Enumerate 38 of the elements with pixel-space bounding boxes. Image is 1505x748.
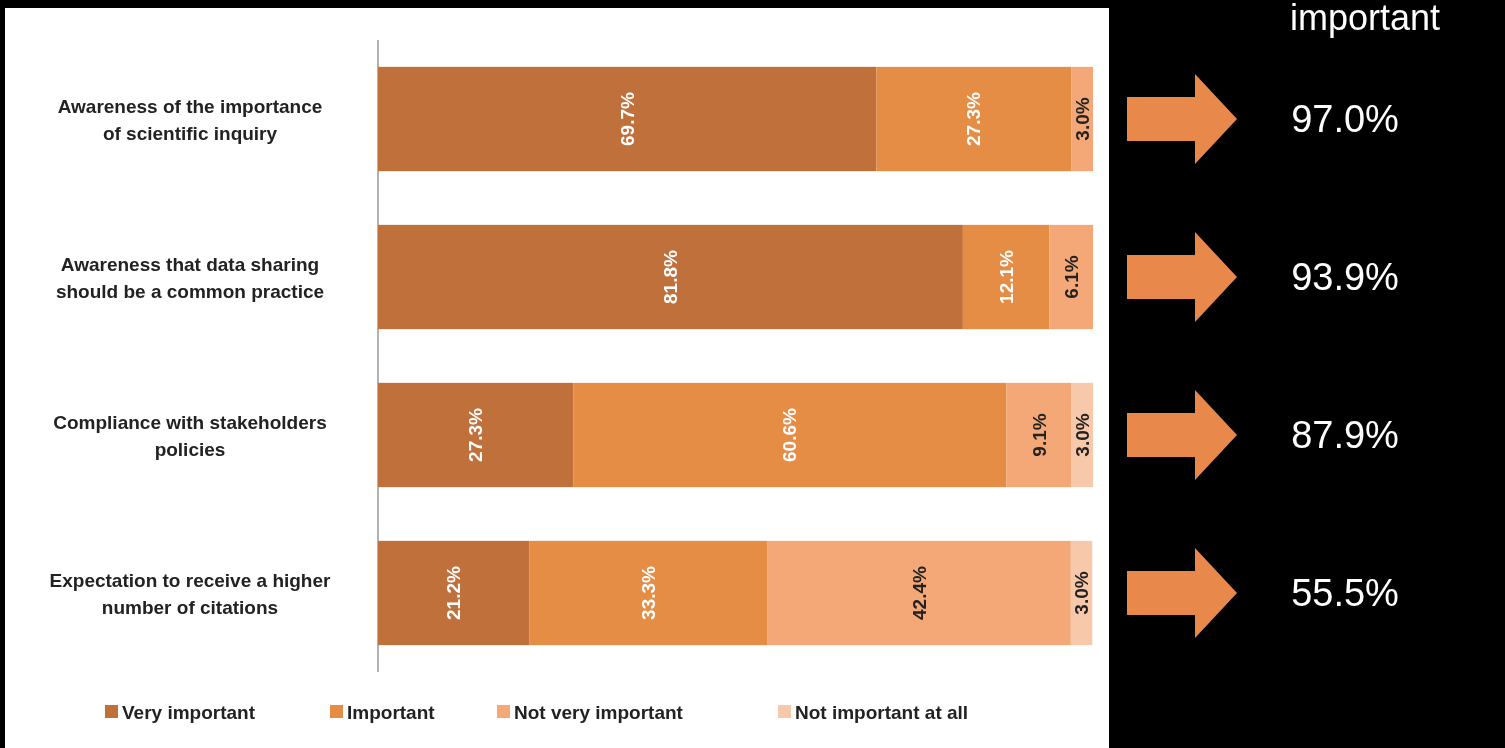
text: important [1289, 0, 1441, 38]
bar [962, 224, 1050, 330]
data-label: 69.7% [616, 91, 638, 146]
bar [1049, 224, 1094, 330]
data-label: 3.0% [1071, 97, 1093, 141]
legend-label: Very important [122, 701, 256, 723]
bar [378, 382, 574, 488]
bar [876, 66, 1072, 172]
bar [378, 540, 530, 646]
y-tick-label: Expectation to receive a higher number of citations [49, 569, 332, 618]
text: 87.9% [1291, 414, 1399, 456]
legend-label: Important [347, 701, 436, 723]
data-label: 3.0% [1071, 413, 1093, 457]
bar [378, 66, 877, 172]
data-label: 33.3% [638, 565, 660, 620]
data-label: 6.1% [1060, 255, 1082, 299]
data-label: 3.0% [1071, 571, 1093, 615]
bar [378, 224, 963, 330]
legend-label: Not very important [514, 701, 684, 723]
bar [767, 540, 1071, 646]
data-label: 27.3% [465, 407, 487, 462]
data-label: 60.6% [779, 407, 801, 462]
y-tick-label: Awareness of the importance of scientific inquiry [57, 95, 323, 144]
text: 93.9% [1291, 256, 1399, 298]
legend-label: Not important at all [795, 701, 969, 723]
data-label: 21.2% [443, 565, 465, 620]
data-label: 42.4% [908, 565, 930, 620]
data-label: 9.1% [1028, 413, 1050, 457]
y-tick-label: Awareness that data sharing should be a common practice [55, 253, 325, 302]
bar [1006, 382, 1072, 488]
text: 55.5% [1291, 572, 1399, 614]
data-label: 81.8% [659, 249, 681, 304]
text: 97.0% [1291, 98, 1399, 140]
data-label: 12.1% [995, 249, 1017, 304]
bar [573, 382, 1007, 488]
bar [529, 540, 768, 646]
y-tick-label: Compliance with stakeholders policies [53, 411, 327, 460]
data-label: 27.3% [963, 91, 985, 146]
